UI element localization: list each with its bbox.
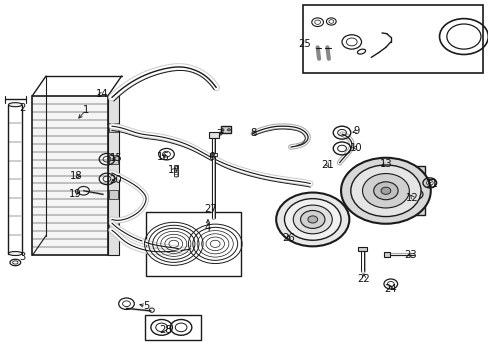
Circle shape: [300, 211, 325, 228]
Text: 20: 20: [109, 175, 122, 185]
Text: 28: 28: [159, 325, 171, 334]
Bar: [383, 252, 389, 257]
Text: 1: 1: [82, 105, 89, 115]
Text: 9: 9: [353, 126, 359, 136]
Ellipse shape: [8, 252, 22, 256]
Bar: [109, 155, 118, 164]
Bar: [32, 96, 108, 255]
Text: 10: 10: [349, 143, 362, 153]
Circle shape: [380, 187, 390, 194]
Circle shape: [373, 182, 397, 200]
Text: 12: 12: [406, 193, 418, 203]
Text: 4: 4: [204, 224, 211, 233]
Bar: [109, 222, 118, 231]
Circle shape: [293, 205, 331, 234]
Text: 17: 17: [167, 165, 180, 175]
Text: 25: 25: [298, 40, 311, 49]
Text: 11: 11: [425, 179, 438, 189]
Circle shape: [340, 158, 430, 224]
Bar: [109, 123, 118, 132]
Bar: [209, 132, 219, 138]
Text: 8: 8: [250, 129, 256, 138]
Circle shape: [284, 199, 340, 240]
Circle shape: [221, 129, 224, 131]
Bar: [357, 247, 366, 251]
Text: 23: 23: [403, 250, 416, 260]
Text: 22: 22: [357, 274, 369, 284]
Text: 21: 21: [320, 160, 333, 170]
Text: 6: 6: [208, 152, 215, 162]
Text: 24: 24: [384, 284, 396, 294]
Bar: [144, 315, 200, 339]
Bar: [108, 96, 119, 255]
Text: 7: 7: [216, 129, 223, 139]
Text: 14: 14: [96, 89, 108, 99]
Text: 19: 19: [68, 189, 81, 199]
Bar: [210, 153, 217, 156]
Text: 13: 13: [379, 159, 391, 169]
Bar: [109, 190, 118, 199]
Text: 15: 15: [110, 153, 123, 163]
Text: 27: 27: [203, 204, 216, 214]
Text: 16: 16: [156, 152, 169, 162]
Ellipse shape: [8, 103, 22, 107]
Text: 18: 18: [70, 171, 82, 181]
Circle shape: [276, 193, 348, 246]
Text: 2: 2: [19, 103, 25, 113]
Text: 26: 26: [282, 233, 294, 243]
Bar: [146, 212, 241, 276]
Circle shape: [227, 129, 230, 131]
Circle shape: [350, 165, 420, 217]
Text: 3: 3: [19, 252, 25, 262]
Bar: [303, 5, 483, 73]
Text: 5: 5: [142, 301, 149, 311]
Circle shape: [362, 174, 408, 208]
Circle shape: [307, 216, 317, 223]
Bar: [383, 166, 424, 215]
Bar: [221, 126, 230, 134]
